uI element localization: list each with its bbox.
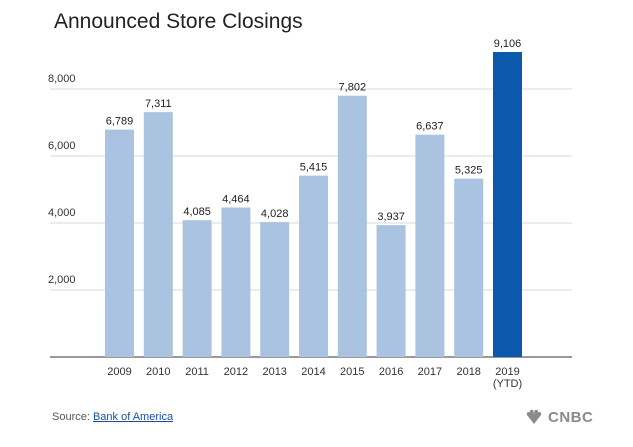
y-tick-label: 8,000 [48,73,76,85]
x-tick-label: 2013 [262,366,286,378]
peacock-icon [526,409,542,424]
bar [221,207,251,357]
chart-title-wrap: Announced Store Closings [52,8,305,36]
bar [260,222,290,357]
bar-value-label: 9,106 [494,38,522,50]
source-prefix: Source: [52,411,93,423]
bar [299,175,328,357]
bar [493,52,522,357]
bar-value-label: 7,311 [145,98,172,110]
x-tick-label: 2012 [224,366,248,378]
x-tick-label: 2017 [418,366,442,378]
x-tick-label: 2015 [340,366,364,378]
bar [454,178,484,357]
x-tick-label: 2019 (YTD) [493,366,522,390]
bar-value-label: 7,802 [339,82,367,94]
bar [143,112,173,358]
bar [105,129,134,357]
bar-value-label: 4,464 [222,193,250,205]
y-tick-label: 6,000 [48,140,76,152]
y-tick-label: 2,000 [48,274,76,286]
bar-value-label: 6,637 [416,121,444,133]
source-link[interactable]: Bank of America [92,411,174,423]
x-tick-label: 2011 [185,366,209,378]
bar-value-label: 5,325 [455,165,483,177]
bar [182,220,212,357]
brand-logo: CNBC [524,405,593,429]
x-tick-label: 2018 [456,366,480,378]
bar-value-label: 6,789 [106,116,134,128]
brand-name: CNBC [548,408,594,426]
bar-value-label: 4,028 [261,208,289,220]
x-tick-label: 2009 [107,366,131,378]
bar [376,225,406,357]
source-note: Source: Bank of America [52,411,173,423]
bar [337,95,367,357]
bar-value-label: 4,085 [183,206,211,218]
bar-value-label: 5,415 [300,162,328,174]
y-tick-label: 4,000 [48,207,76,219]
x-tick-label: 2010 [146,366,170,378]
bar-value-label: 3,937 [377,211,405,223]
x-tick-label: 2016 [379,366,403,378]
chart-title: Announced Store Closings [54,10,303,33]
x-tick-label: 2014 [301,366,325,378]
bar [415,134,445,357]
